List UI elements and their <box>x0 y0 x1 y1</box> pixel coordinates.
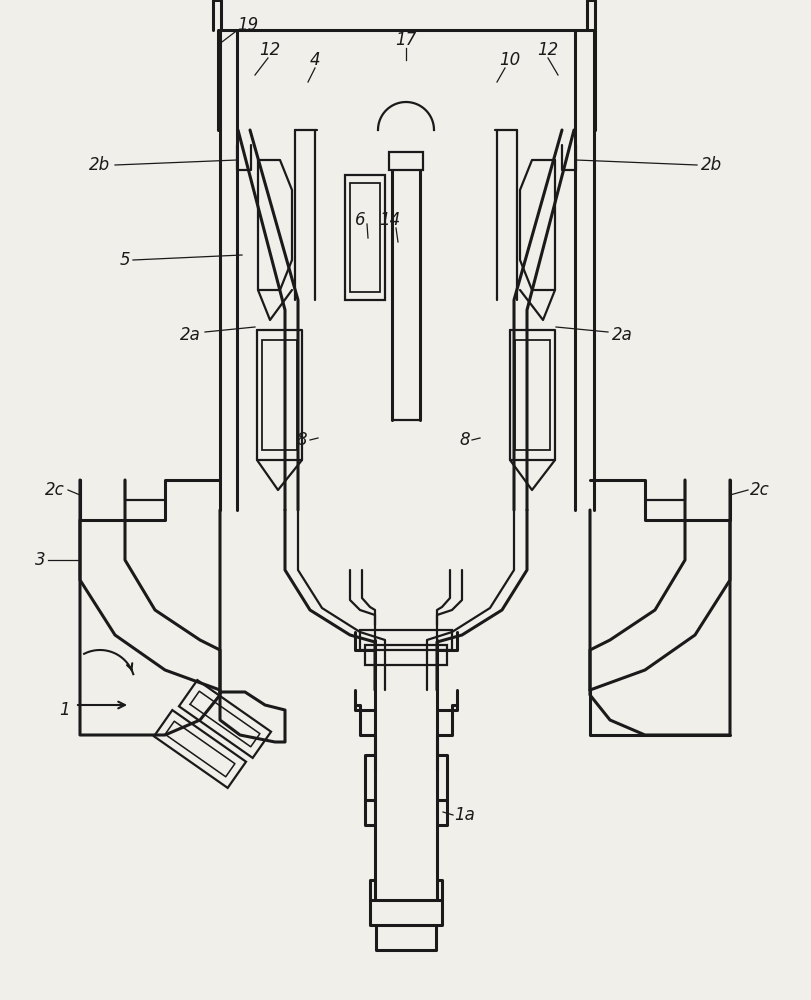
Text: 1: 1 <box>60 701 71 719</box>
Text: 19: 19 <box>237 16 259 34</box>
Bar <box>345 175 384 300</box>
Text: 8: 8 <box>459 431 470 449</box>
Bar <box>359 630 452 650</box>
Bar <box>262 340 297 450</box>
Text: 12: 12 <box>259 41 281 59</box>
Text: 2c: 2c <box>749 481 769 499</box>
Text: 2b: 2b <box>89 156 110 174</box>
Text: 5: 5 <box>119 251 130 269</box>
Text: 6: 6 <box>354 211 365 229</box>
Bar <box>365 645 446 665</box>
Text: 2a: 2a <box>179 326 200 344</box>
Text: 14: 14 <box>379 211 400 229</box>
Text: 10: 10 <box>499 51 520 69</box>
Text: 17: 17 <box>395 31 416 49</box>
Text: 8: 8 <box>296 431 307 449</box>
Bar <box>514 340 549 450</box>
Text: 1a: 1a <box>454 806 475 824</box>
Text: 2a: 2a <box>611 326 632 344</box>
Text: 12: 12 <box>537 41 558 59</box>
Bar <box>350 183 380 292</box>
Text: 3: 3 <box>35 551 45 569</box>
Text: 4: 4 <box>309 51 320 69</box>
Text: 2c: 2c <box>45 481 65 499</box>
Bar <box>388 152 423 170</box>
Text: 2b: 2b <box>701 156 722 174</box>
